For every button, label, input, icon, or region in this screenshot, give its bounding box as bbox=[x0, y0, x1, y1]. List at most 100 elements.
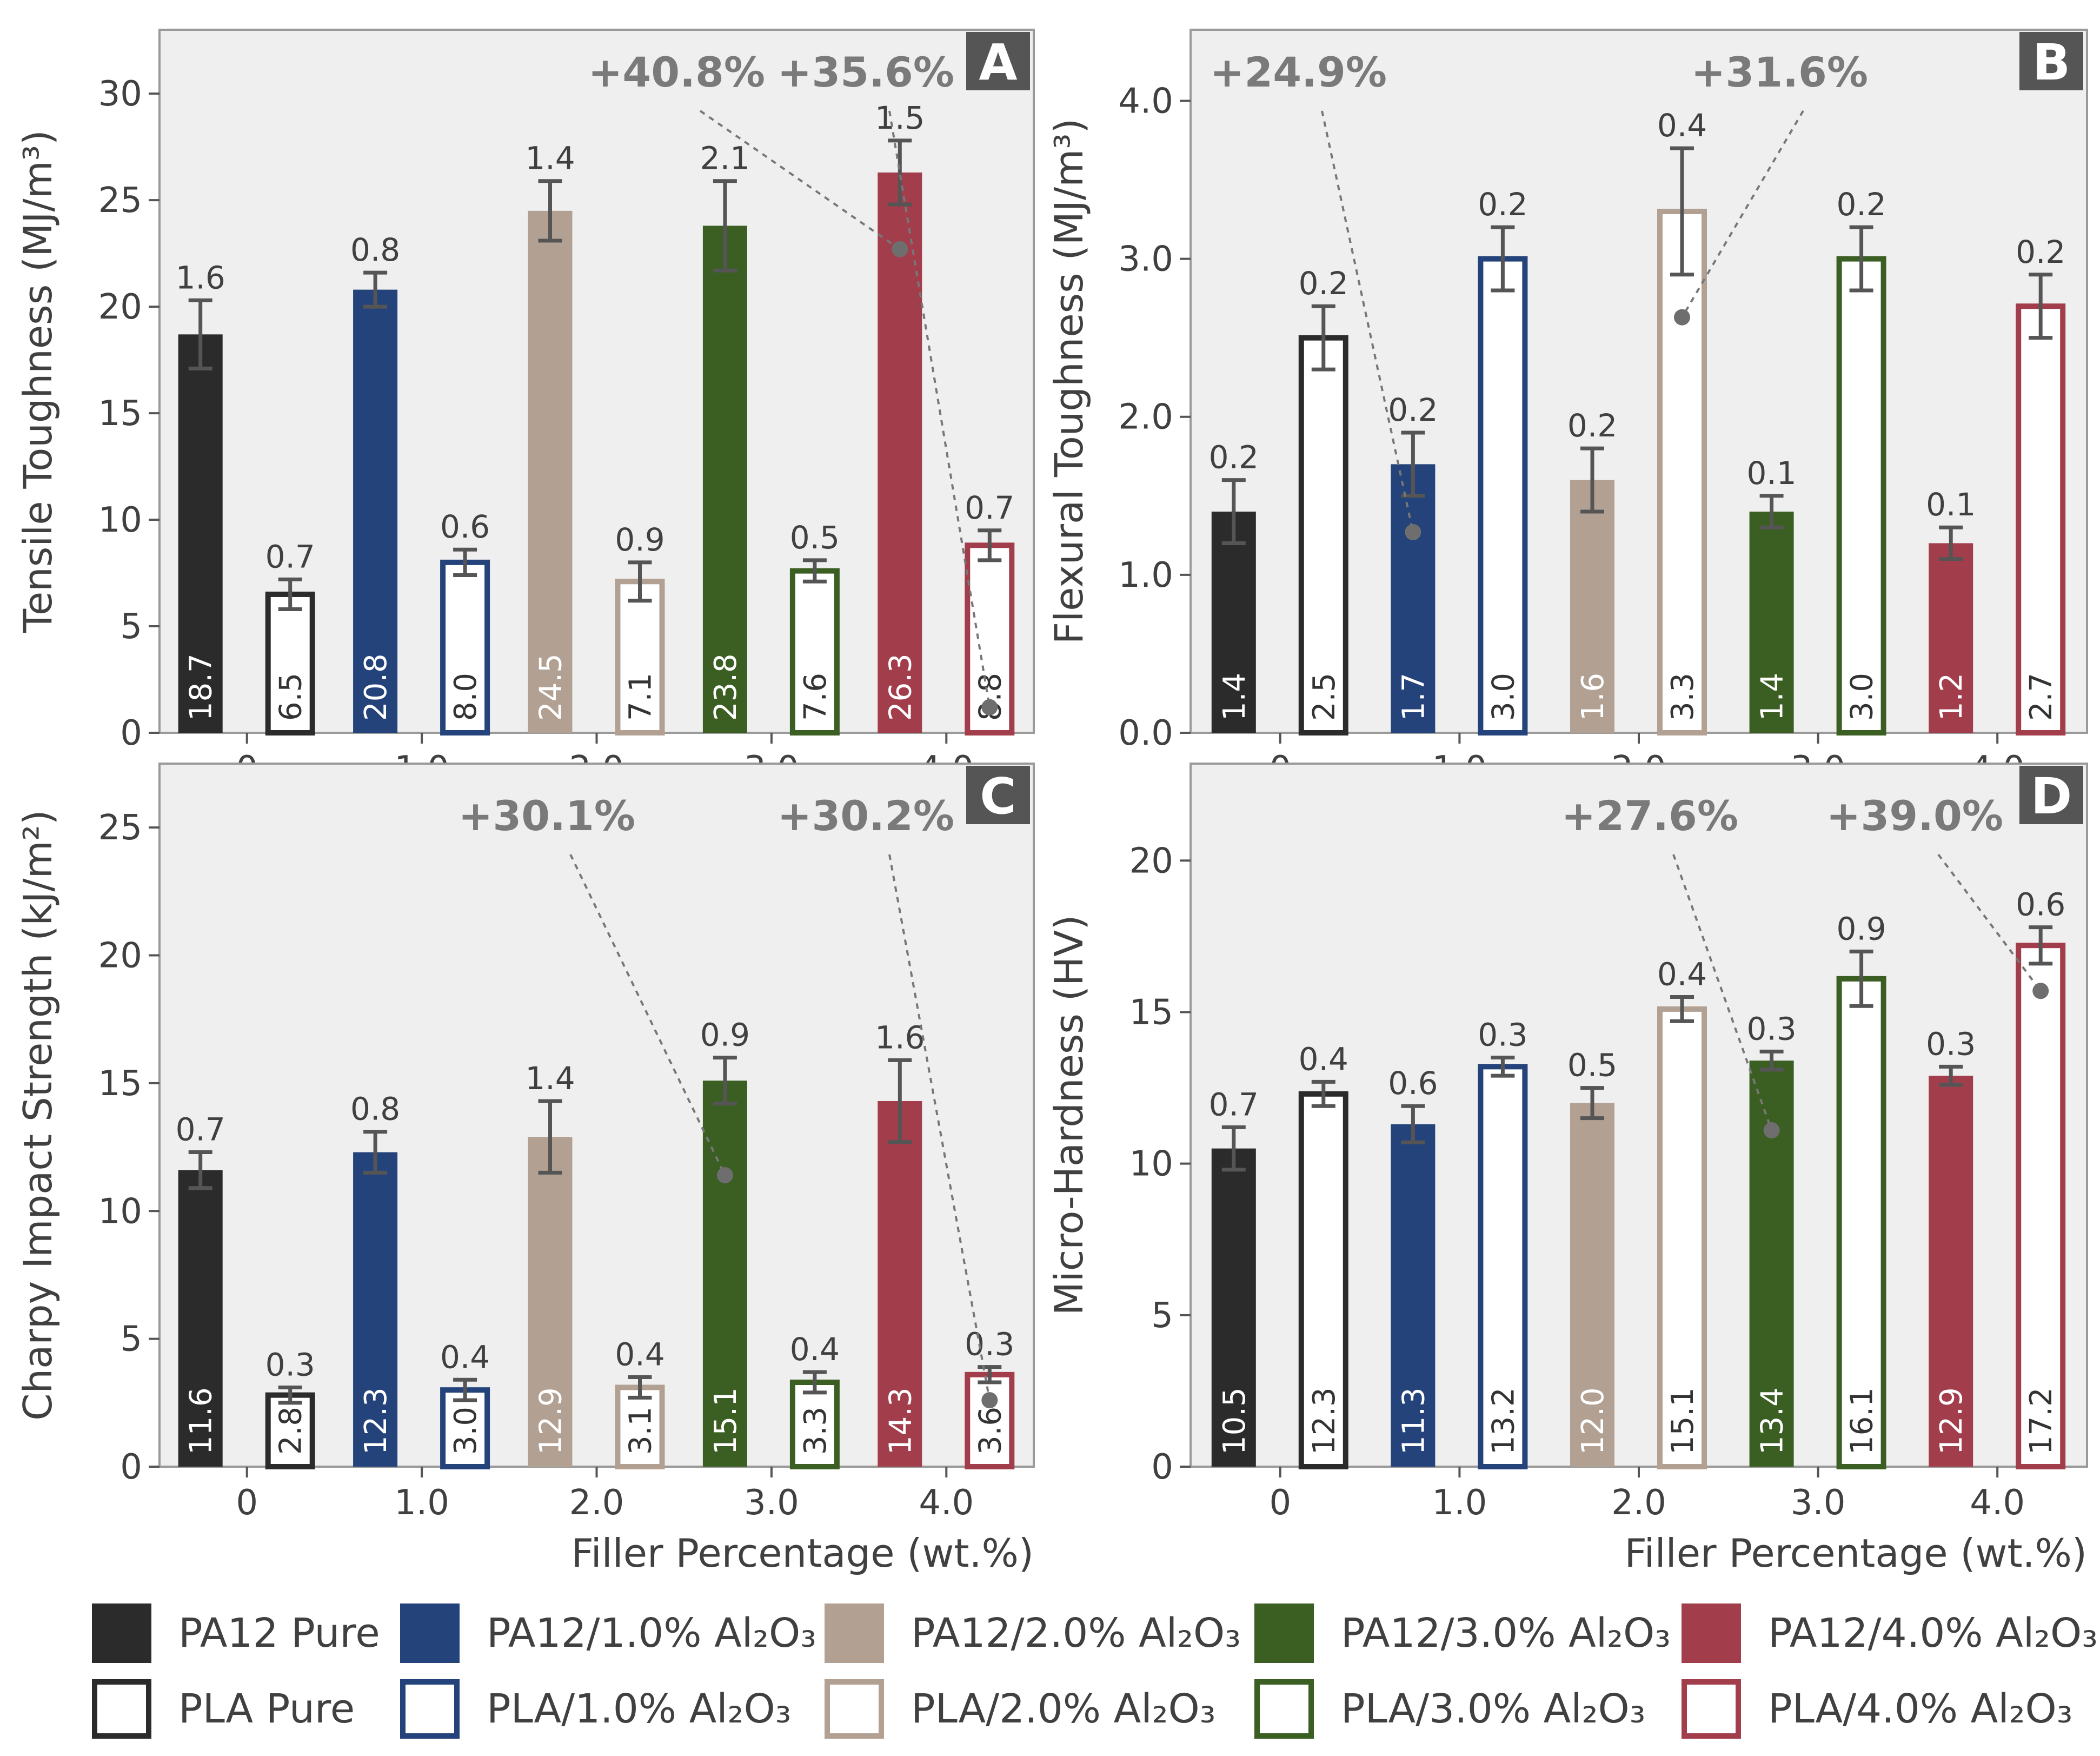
bar-pa12 bbox=[178, 334, 223, 733]
bar-value-pa12: 14.3 bbox=[883, 1387, 918, 1455]
x-tick-label: 0 bbox=[1269, 1483, 1291, 1523]
error-label: 0.5 bbox=[790, 519, 840, 556]
y-tick-label: 4.0 bbox=[1118, 81, 1173, 121]
error-label: 0.6 bbox=[2016, 886, 2065, 923]
legend-swatch-filled bbox=[1682, 1603, 1741, 1663]
y-tick-label: 15 bbox=[98, 394, 142, 434]
error-label: 1.4 bbox=[525, 140, 575, 177]
percent-annotation: +30.1% bbox=[458, 792, 635, 840]
bar-pa12 bbox=[1391, 464, 1436, 733]
bar-value-pa12: 1.2 bbox=[1934, 673, 1969, 721]
annotation-marker bbox=[1674, 309, 1690, 326]
panel-badge bbox=[2019, 32, 2083, 90]
legend-swatch-outline bbox=[1254, 1679, 1314, 1739]
legend-label: PLA/4.0% Al₂O₃ bbox=[1768, 1686, 2072, 1732]
legend-swatch-filled bbox=[1254, 1603, 1314, 1663]
annotation-leader bbox=[1937, 853, 2042, 992]
bar-value-pa12: 1.4 bbox=[1217, 673, 1252, 721]
error-label: 0.7 bbox=[265, 538, 315, 575]
bar-pa12 bbox=[1570, 480, 1614, 733]
percent-annotation: +31.6% bbox=[1691, 48, 1868, 96]
error-label: 0.2 bbox=[1388, 392, 1438, 428]
error-label: 0.4 bbox=[790, 1331, 840, 1368]
bar-value-pla: 3.3 bbox=[798, 1407, 833, 1455]
y-tick-label: 25 bbox=[98, 808, 142, 848]
y-tick-label: 15 bbox=[1129, 992, 1173, 1032]
annotation-marker bbox=[1763, 1122, 1780, 1139]
y-axis-label: Charpy Impact Strength (kJ/m²) bbox=[15, 810, 61, 1420]
bar-pla bbox=[2016, 303, 2066, 735]
error-label: 0.2 bbox=[1567, 407, 1617, 444]
panel-letter: A bbox=[979, 34, 1017, 91]
legend-swatch-outline bbox=[1682, 1679, 1741, 1739]
bar-value-pla: 3.3 bbox=[1665, 673, 1700, 721]
percent-annotation: +40.8% bbox=[588, 48, 765, 96]
bar-value-pa12: 13.4 bbox=[1755, 1387, 1790, 1455]
bar-value-pa12: 18.7 bbox=[184, 653, 219, 721]
panel-badge bbox=[2019, 766, 2083, 824]
bar-value-pla: 3.0 bbox=[1486, 673, 1521, 721]
bar-pla bbox=[1836, 976, 1886, 1469]
legend-label: PLA/3.0% Al₂O₃ bbox=[1341, 1686, 1645, 1732]
error-label: 0.8 bbox=[350, 231, 400, 268]
annotation-marker bbox=[716, 1167, 733, 1184]
legend-label: PA12/3.0% Al₂O₃ bbox=[1341, 1610, 1671, 1656]
annotation-leader bbox=[699, 110, 901, 250]
x-tick-label: 0 bbox=[236, 1483, 258, 1523]
y-axis-label: Flexural Toughness (MJ/m³) bbox=[1046, 118, 1092, 645]
x-tick-label: 2.0 bbox=[569, 1483, 624, 1523]
x-axis-label: Filler Percentage (wt.%) bbox=[1625, 1530, 2088, 1576]
error-label: 0.4 bbox=[1657, 956, 1707, 992]
x-tick-label: 3.0 bbox=[1791, 1483, 1846, 1523]
bar-value-pla: 13.2 bbox=[1486, 1387, 1521, 1455]
bar-value-pa12: 10.5 bbox=[1217, 1387, 1252, 1455]
bar-pla bbox=[615, 1384, 665, 1470]
bar-value-pa12: 23.8 bbox=[708, 653, 743, 721]
bar-value-pa12: 20.8 bbox=[358, 653, 394, 721]
bar-pa12 bbox=[1749, 512, 1794, 733]
y-axis-label: Tensile Toughness (MJ/m³) bbox=[15, 130, 61, 633]
percent-annotation: +39.0% bbox=[1826, 792, 2003, 840]
y-tick-label: 25 bbox=[98, 181, 142, 221]
bar-pa12 bbox=[1211, 512, 1256, 733]
y-axis-label: Micro-Hardness (HV) bbox=[1046, 915, 1092, 1316]
error-label: 0.6 bbox=[440, 508, 490, 545]
error-label: 0.3 bbox=[1926, 1025, 1976, 1062]
bar-value-pla: 2.7 bbox=[2024, 673, 2059, 721]
y-tick-label: 20 bbox=[1129, 841, 1173, 881]
bar-pla bbox=[2016, 943, 2066, 1469]
percent-annotation: +24.9% bbox=[1210, 48, 1387, 96]
error-label: 0.3 bbox=[1746, 1010, 1796, 1047]
bar-pa12 bbox=[878, 1101, 922, 1467]
annotation-leader bbox=[569, 854, 726, 1176]
annotation-marker bbox=[981, 699, 998, 715]
bar-value-pla: 12.3 bbox=[1307, 1387, 1342, 1455]
x-tick-label: 2.0 bbox=[1611, 1483, 1666, 1523]
bar-pla bbox=[1478, 256, 1528, 735]
error-label: 2.1 bbox=[700, 140, 750, 177]
y-tick-label: 3.0 bbox=[1118, 240, 1173, 280]
y-tick-label: 0 bbox=[120, 1447, 142, 1487]
legend-label: PLA/1.0% Al₂O₃ bbox=[487, 1686, 791, 1732]
bar-value-pla: 15.1 bbox=[1665, 1387, 1700, 1455]
bar-pa12 bbox=[702, 226, 747, 733]
annotation-leader bbox=[1681, 110, 1804, 318]
bar-pa12 bbox=[1211, 1148, 1256, 1467]
panel-letter: B bbox=[2032, 34, 2070, 91]
legend-swatch-filled bbox=[92, 1603, 151, 1663]
percent-annotation: +27.6% bbox=[1561, 792, 1738, 840]
error-label: 0.7 bbox=[176, 1111, 225, 1148]
bar-pla bbox=[265, 591, 315, 736]
legend-label: PA12/1.0% Al₂O₃ bbox=[487, 1610, 816, 1656]
bar-value-pa12: 12.9 bbox=[534, 1387, 569, 1455]
y-tick-label: 20 bbox=[98, 287, 142, 327]
bar-pa12 bbox=[178, 1170, 223, 1467]
bar-value-pla: 6.5 bbox=[274, 673, 309, 721]
legend: PA12 Pure PA12/1.0% Al₂O₃ PA12/2.0% Al₂O₃ P… bbox=[92, 1603, 2098, 1739]
bar-value-pa12: 11.6 bbox=[184, 1387, 219, 1455]
bar-pa12 bbox=[528, 1137, 573, 1467]
x-tick-label: 1.0 bbox=[394, 1483, 449, 1523]
error-label: 0.3 bbox=[965, 1326, 1014, 1363]
bar-pla bbox=[1298, 335, 1348, 735]
